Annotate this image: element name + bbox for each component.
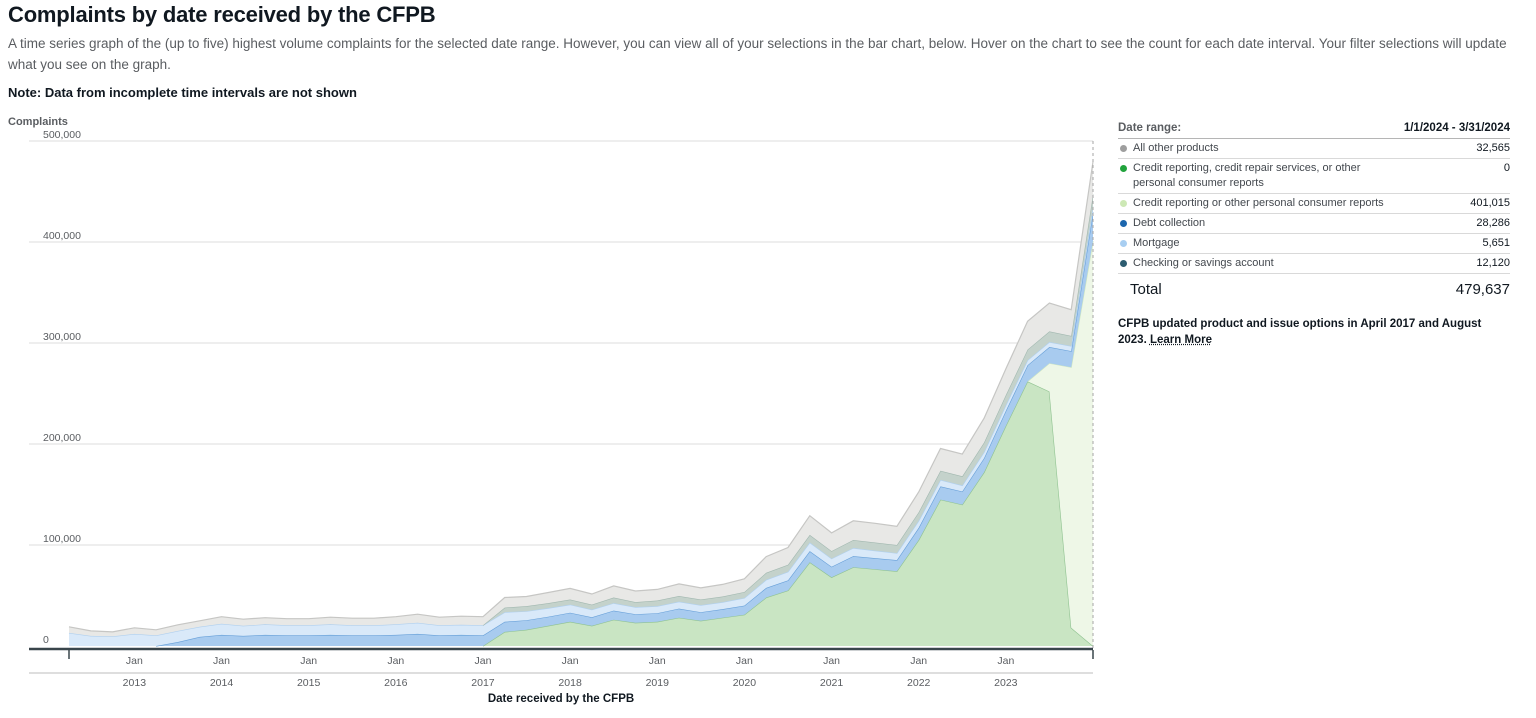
mortgage-label: Mortgage bbox=[1133, 237, 1180, 249]
y-tick-label-100: 100,000 bbox=[43, 533, 81, 545]
x-tick-month-2017: Jan bbox=[474, 655, 491, 667]
credit-reporting-old-label: Credit reporting, credit repair services… bbox=[1133, 161, 1494, 191]
y-tick-label-300: 300,000 bbox=[43, 331, 81, 343]
legend-row-all-other-products: All other products 32,565 bbox=[1118, 139, 1510, 159]
mortgage-value: 5,651 bbox=[1482, 237, 1510, 249]
legend-rows: Date range: 1/1/2024 - 3/31/2024 All other… bbox=[1118, 119, 1510, 302]
checking-savings-dot bbox=[1120, 260, 1127, 267]
x-tick-year-2023: 2023 bbox=[994, 677, 1018, 689]
learn-more-link[interactable]: Learn More bbox=[1149, 334, 1212, 346]
page-description: A time series graph of the (up to five) … bbox=[8, 36, 1507, 72]
x-tick-month-2014: Jan bbox=[213, 655, 230, 667]
x-tick-year-2019: 2019 bbox=[646, 677, 670, 689]
debt-collection-label: Debt collection bbox=[1133, 217, 1206, 229]
credit-reporting-new-dot bbox=[1120, 200, 1127, 207]
legend-row-mortgage: Mortgage 5,651 bbox=[1118, 234, 1510, 254]
x-tick-year-2018: 2018 bbox=[558, 677, 582, 689]
x-tick-month-2020: Jan bbox=[736, 655, 753, 667]
legend-row-credit-reporting-old: Credit reporting, credit repair services… bbox=[1118, 159, 1510, 194]
total-value: 479,637 bbox=[1455, 281, 1510, 298]
y-tick-label-400: 400,000 bbox=[43, 230, 81, 242]
x-tick-year-2015: 2015 bbox=[297, 677, 321, 689]
credit-reporting-new-label: Credit reporting or other personal consu… bbox=[1133, 197, 1384, 209]
date-range-label: Date range: bbox=[1118, 122, 1182, 134]
area-credit-reporting-old bbox=[69, 381, 1093, 646]
x-tick-year-2014: 2014 bbox=[210, 677, 234, 689]
edge-all-other-products bbox=[68, 161, 1094, 633]
mortgage-dot bbox=[1120, 240, 1127, 247]
credit-reporting-old-value: 0 bbox=[1503, 162, 1510, 174]
legend-row-checking-savings: Checking or savings account 12,120 bbox=[1118, 254, 1510, 274]
x-axis-title: Date received by the CFPB bbox=[488, 693, 634, 705]
x-tick-month-2021: Jan bbox=[823, 655, 840, 667]
legend-row-credit-reporting-new: Credit reporting or other personal consu… bbox=[1118, 194, 1510, 214]
x-tick-month-2015: Jan bbox=[300, 655, 317, 667]
y-axis-label: Complaints bbox=[8, 116, 68, 128]
date-range-value: 1/1/2024 - 3/31/2024 bbox=[1403, 122, 1510, 134]
x-tick-month-2016: Jan bbox=[387, 655, 404, 667]
x-tick-month-2018: Jan bbox=[562, 655, 579, 667]
x-tick-year-2016: 2016 bbox=[384, 677, 408, 689]
incomplete-data-note: Note: Data from incomplete time interval… bbox=[8, 85, 357, 100]
all-other-products-value: 32,565 bbox=[1476, 142, 1510, 154]
page-title: Complaints by date received by the CFPB bbox=[8, 2, 436, 27]
legend-row-total: Total 479,637 bbox=[1118, 274, 1510, 302]
legend-panel: Date range: 1/1/2024 - 3/31/2024 All other… bbox=[1118, 119, 1510, 348]
x-tick-year-2017: 2017 bbox=[471, 677, 495, 689]
time-series-chart[interactable]: 0 100,000 200,000 300,000 400,000 500,000 Jan 2… bbox=[0, 0, 1110, 718]
checking-savings-label: Checking or savings account bbox=[1133, 257, 1274, 269]
credit-reporting-old-dot bbox=[1120, 165, 1127, 172]
all-other-products-label: All other products bbox=[1133, 142, 1219, 154]
x-tick-month-2023: Jan bbox=[997, 655, 1014, 667]
credit-reporting-new-value: 401,015 bbox=[1470, 197, 1510, 209]
y-tick-label-500: 500,000 bbox=[43, 129, 81, 141]
legend-row-debt-collection: Debt collection 28,286 bbox=[1118, 214, 1510, 234]
credit-reporting-old-label-line2: personal consumer reports bbox=[1133, 177, 1264, 189]
x-tick-year-2022: 2022 bbox=[907, 677, 931, 689]
x-tick-year-2013: 2013 bbox=[123, 677, 147, 689]
x-tick-month-2019: Jan bbox=[649, 655, 666, 667]
x-tick-month-2013: Jan bbox=[126, 655, 143, 667]
y-tick-label-200: 200,000 bbox=[43, 432, 81, 444]
debt-collection-value: 28,286 bbox=[1476, 217, 1510, 229]
x-tick-year-2021: 2021 bbox=[820, 677, 844, 689]
legend-footnote: CFPB updated product and issue options i… bbox=[1118, 316, 1510, 348]
legend-row-date-range: Date range: 1/1/2024 - 3/31/2024 bbox=[1118, 119, 1510, 139]
all-other-products-dot bbox=[1120, 145, 1127, 152]
y-tick-label-0: 0 bbox=[43, 634, 49, 646]
x-tick-month-2022: Jan bbox=[910, 655, 927, 667]
footnote-text: CFPB updated product and issue options i… bbox=[1118, 318, 1482, 346]
checking-savings-value: 12,120 bbox=[1476, 257, 1510, 269]
debt-collection-dot bbox=[1120, 220, 1127, 227]
total-label: Total bbox=[1130, 281, 1162, 298]
x-tick-year-2020: 2020 bbox=[733, 677, 757, 689]
